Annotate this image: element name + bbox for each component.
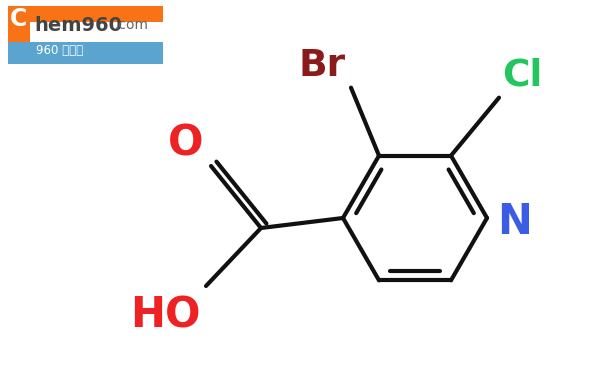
FancyBboxPatch shape [8, 6, 30, 58]
FancyBboxPatch shape [8, 42, 163, 64]
FancyBboxPatch shape [8, 6, 163, 22]
Text: Br: Br [299, 48, 346, 84]
Text: O: O [168, 122, 203, 164]
Text: 960 化工网: 960 化工网 [36, 44, 83, 57]
Text: Cl: Cl [502, 58, 542, 94]
Text: hem960: hem960 [34, 16, 122, 35]
Text: .com: .com [115, 18, 149, 32]
Text: HO: HO [131, 294, 201, 336]
Text: N: N [497, 201, 532, 243]
Text: C: C [10, 7, 27, 31]
